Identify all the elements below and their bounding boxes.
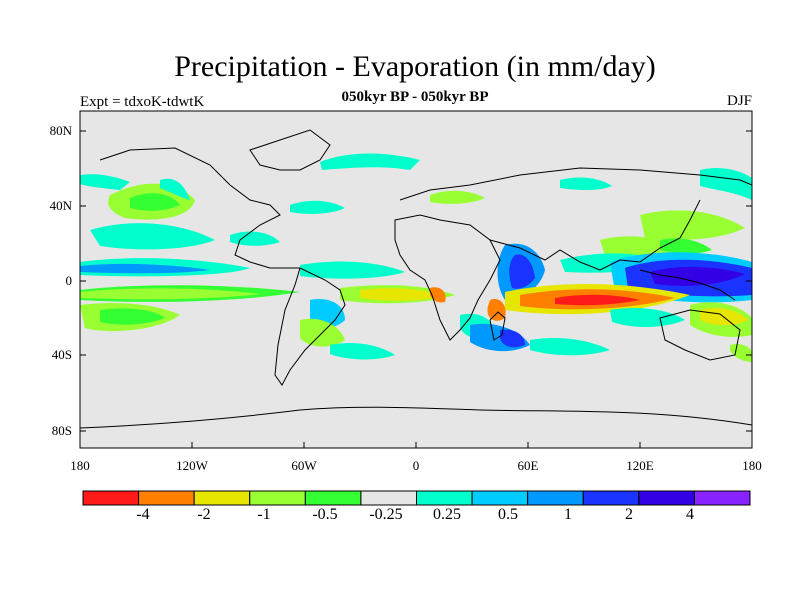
colorbar-swatch (82, 490, 140, 506)
season-label: DJF (726, 93, 752, 109)
lon-label: 120E (626, 458, 654, 473)
colorbar-swatch (138, 490, 195, 506)
plot-title: Precipitation - Evaporation (in mm/day) (174, 50, 656, 83)
colorbar-swatch (304, 490, 362, 506)
lat-label: 80S (51, 423, 72, 438)
colorbar-swatch (416, 490, 473, 506)
colorbar-label: -0.5 (312, 506, 338, 523)
colorbar-swatch (582, 490, 640, 506)
colorbar-label: -4 (136, 506, 150, 523)
colorbar-swatch (693, 490, 751, 506)
lon-label: 60E (517, 458, 539, 473)
colorbar-swatch (527, 490, 584, 506)
colorbar-label: 1 (564, 506, 572, 523)
colorbar-label: 0.25 (433, 506, 461, 523)
colorbar-swatch (360, 490, 417, 506)
lat-label: 0 (65, 273, 73, 288)
colorbar-label: -0.25 (369, 506, 403, 523)
lon-label: 120W (176, 458, 208, 473)
colorbar-swatch (249, 490, 306, 506)
colorbar-label: 2 (625, 506, 633, 523)
lon-label: 180 (70, 458, 90, 473)
lon-label: 60W (291, 458, 317, 473)
colorbar-swatch (193, 490, 251, 506)
colorbar-label: -2 (197, 506, 211, 523)
colorbar-swatch (638, 490, 695, 506)
colorbar-label: 4 (686, 506, 694, 523)
axis-ticks (79, 130, 753, 448)
shaded-fields (80, 153, 752, 362)
lat-label: 40S (51, 347, 72, 362)
coastlines (80, 129, 752, 429)
lat-label: 80N (49, 123, 72, 138)
experiment-label: Expt = tdxoK-tdwtK (80, 94, 205, 110)
lon-label: 0 (412, 458, 420, 473)
colorbar-label: -1 (257, 506, 271, 523)
plot-subtitle: 050kyr BP - 050kyr BP (341, 89, 489, 105)
colorbar-label: 0.5 (498, 506, 518, 523)
lon-label: 180 (742, 458, 762, 473)
lat-label: 40N (49, 198, 72, 213)
colorbar-swatch (471, 490, 529, 506)
